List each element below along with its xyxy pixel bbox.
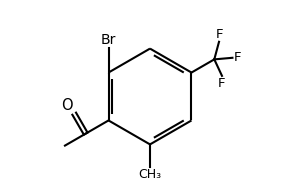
Text: Br: Br (101, 33, 116, 47)
Text: O: O (61, 98, 72, 113)
Text: F: F (215, 28, 223, 41)
Text: F: F (234, 51, 242, 64)
Text: F: F (218, 77, 226, 90)
Text: CH₃: CH₃ (138, 168, 162, 181)
